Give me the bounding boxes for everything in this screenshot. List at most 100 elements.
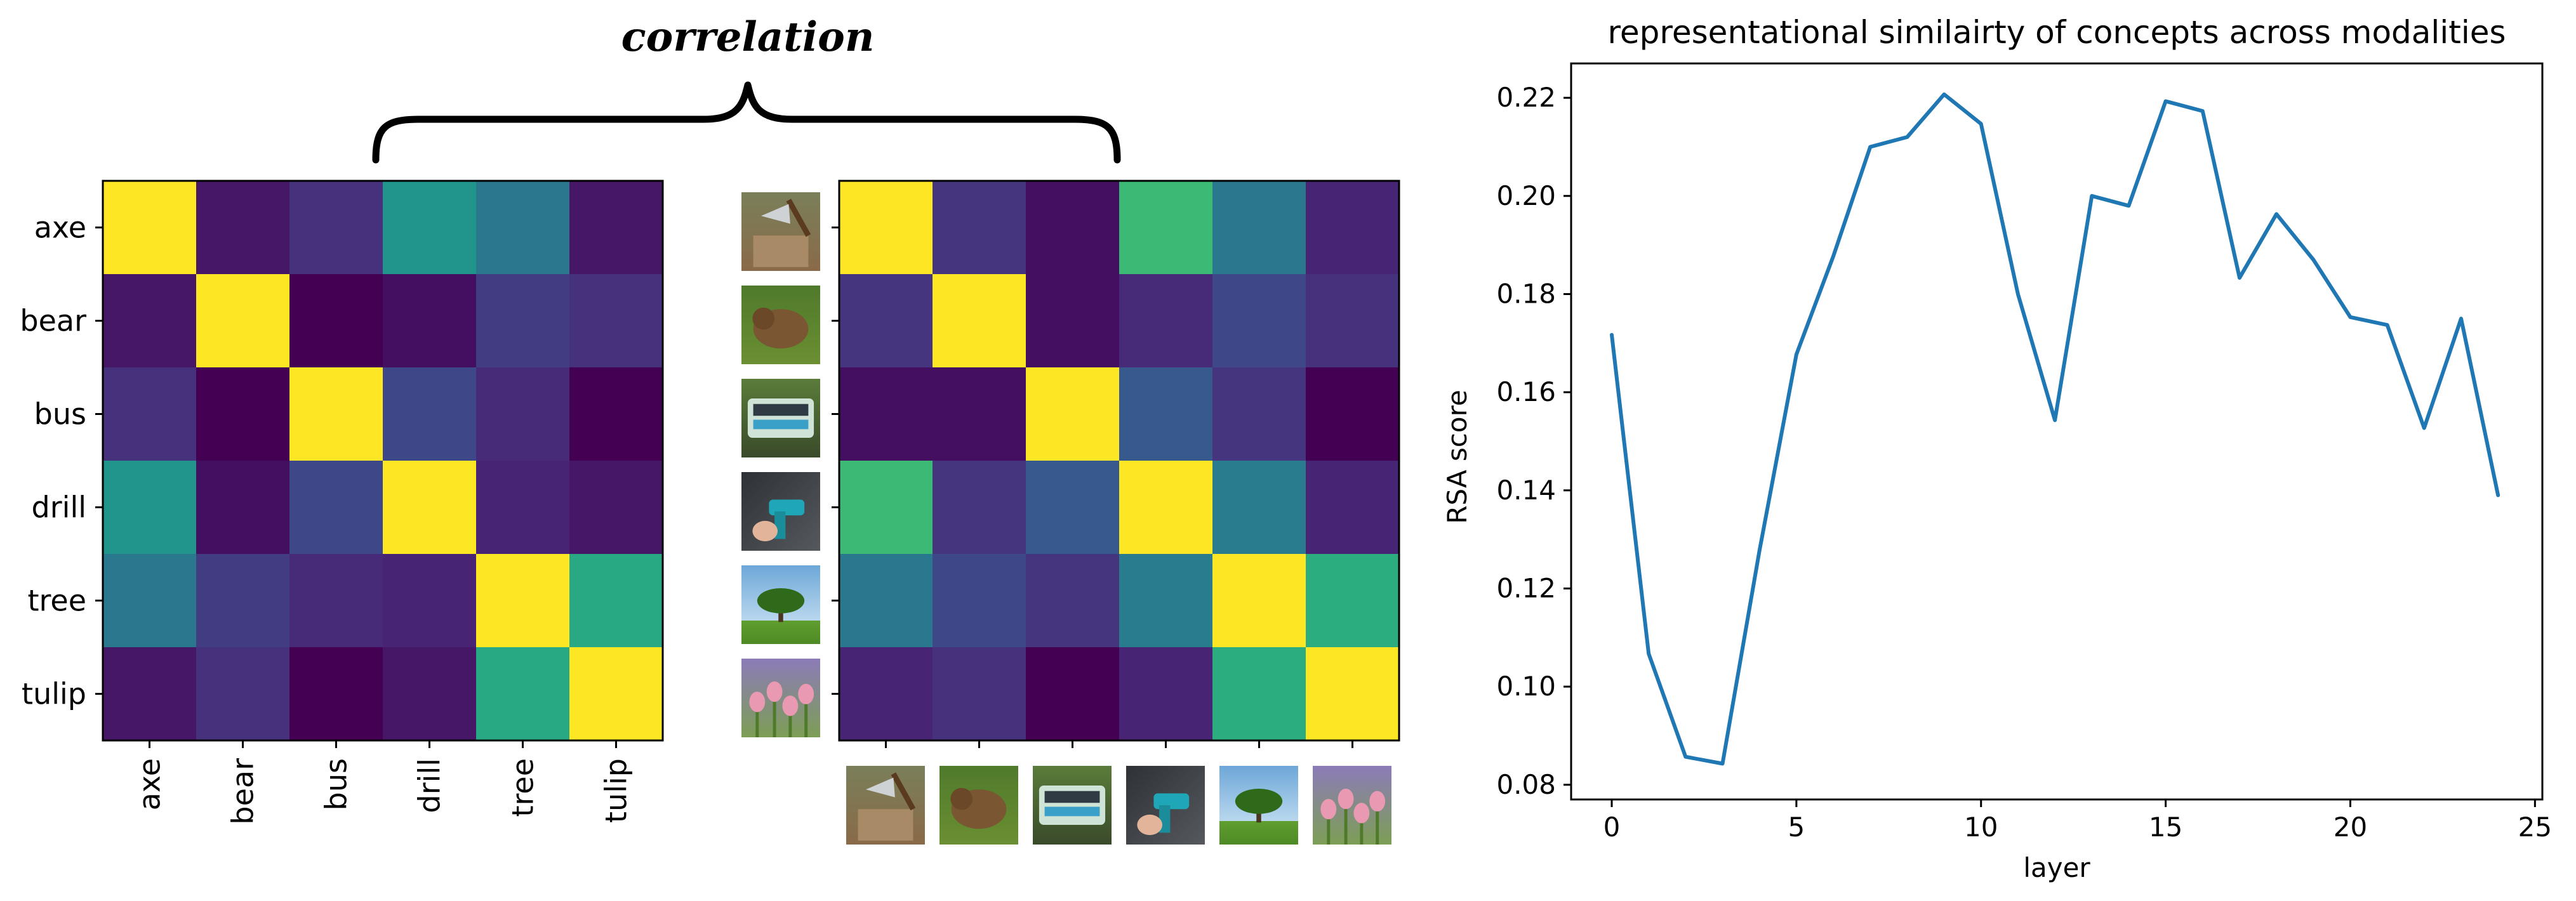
concept-heatmap-cell-tulip-tree bbox=[476, 647, 570, 741]
image-heatmap-cell-tree-bus bbox=[1026, 554, 1120, 648]
drill-photo-icon bbox=[741, 472, 820, 551]
concept-heatmap-cell-drill-tulip bbox=[569, 461, 663, 555]
line-chart-y-ticks: 0.08 0.10 0.12 0.14 0.16 0.18 0.20 0.22 bbox=[1496, 82, 1571, 800]
image-heatmap-cell-bus-bear bbox=[933, 367, 1026, 461]
concept-heatmap-cell-tree-tree bbox=[476, 554, 570, 648]
image-heatmap-cell-axe-axe bbox=[839, 181, 933, 275]
image-heatmap-cell-drill-tulip bbox=[1306, 461, 1400, 555]
rsa-score-line bbox=[1610, 92, 2500, 766]
concept-heatmap-cell-drill-bus bbox=[289, 461, 383, 555]
image-heatmap-cell-tulip-tree bbox=[1212, 647, 1306, 741]
image-heatmap-cell-tulip-tulip bbox=[1306, 647, 1400, 741]
image-heatmap-cell-tulip-bear bbox=[933, 647, 1026, 741]
y-tick-label: 0.16 bbox=[1496, 376, 1556, 407]
image-heatmap-cell-bear-tree bbox=[1212, 274, 1306, 368]
rsa-score-points bbox=[1610, 93, 2500, 766]
x-tick-label: 0 bbox=[1603, 812, 1621, 843]
row-label-bus: bus bbox=[34, 397, 86, 431]
concept-heatmap-cell-drill-axe bbox=[103, 461, 197, 555]
image-heatmap-cell-tree-tulip bbox=[1306, 554, 1400, 648]
y-tick-label: 0.10 bbox=[1496, 671, 1556, 702]
bear-photo-icon bbox=[939, 766, 1018, 845]
concept-heatmap-frame bbox=[102, 180, 664, 742]
image-heatmap-cell-drill-bus bbox=[1026, 461, 1120, 555]
line-chart-x-ticks: 0 5 10 15 20 25 bbox=[1603, 799, 2552, 843]
line-chart-title: representational similairty of concepts … bbox=[1607, 14, 2506, 51]
axe-photo-icon bbox=[846, 766, 925, 845]
image-heatmap-cell-axe-bear bbox=[933, 181, 1026, 275]
concept-heatmap-cell-bear-tree bbox=[476, 274, 570, 368]
image-heatmap-column-images bbox=[846, 766, 1391, 845]
concept-heatmap-cell-drill-tree bbox=[476, 461, 570, 555]
column-label-axe: axe bbox=[133, 758, 167, 810]
concept-heatmap-cell-axe-bus bbox=[289, 181, 383, 275]
image-heatmap-cell-bus-tulip bbox=[1306, 367, 1400, 461]
y-tick-label: 0.08 bbox=[1496, 769, 1556, 800]
drill-photo-icon bbox=[1126, 766, 1205, 845]
bus-photo-icon bbox=[1033, 766, 1112, 845]
y-tick-label: 0.20 bbox=[1496, 180, 1556, 211]
concept-heatmap-cell-axe-tree bbox=[476, 181, 570, 275]
column-label-bus: bus bbox=[319, 758, 354, 810]
image-heatmap-cell-bus-tree bbox=[1212, 367, 1306, 461]
image-heatmap-cell-axe-tulip bbox=[1306, 181, 1400, 275]
line-chart-xlabel: layer bbox=[2023, 852, 2090, 883]
x-tick-label: 15 bbox=[2149, 812, 2182, 843]
tree-photo-icon bbox=[1219, 766, 1298, 845]
image-heatmap-cell-axe-tree bbox=[1212, 181, 1306, 275]
concept-heatmap-cell-tree-drill bbox=[383, 554, 477, 648]
image-heatmap-cell-bear-bus bbox=[1026, 274, 1120, 368]
row-label-drill: drill bbox=[32, 490, 86, 525]
concept-heatmap-cell-bus-drill bbox=[383, 367, 477, 461]
concept-heatmap-cell-tulip-axe bbox=[103, 647, 197, 741]
row-label-bear: bear bbox=[20, 304, 86, 338]
correlation-brace bbox=[372, 81, 1121, 164]
concept-heatmap bbox=[95, 180, 664, 748]
concept-heatmap-cell-tulip-bear bbox=[196, 647, 290, 741]
column-label-bear: bear bbox=[226, 758, 260, 825]
row-label-axe: axe bbox=[34, 211, 86, 245]
image-heatmap-cell-axe-drill bbox=[1119, 181, 1213, 275]
concept-heatmap-cell-tree-bus bbox=[289, 554, 383, 648]
tulip-photo-icon bbox=[1313, 766, 1391, 845]
concept-heatmap-cell-bear-bear bbox=[196, 274, 290, 368]
concept-heatmap-cell-bear-drill bbox=[383, 274, 477, 368]
y-tick-label: 0.12 bbox=[1496, 572, 1556, 603]
image-heatmap-cell-bus-axe bbox=[839, 367, 933, 461]
x-tick-label: 20 bbox=[2334, 812, 2367, 843]
image-heatmap-cell-drill-bear bbox=[933, 461, 1026, 555]
concept-heatmap-cell-bus-bus bbox=[289, 367, 383, 461]
image-heatmap-cell-drill-drill bbox=[1119, 461, 1213, 555]
concept-heatmap-cell-bus-bear bbox=[196, 367, 290, 461]
concept-heatmap-cell-drill-bear bbox=[196, 461, 290, 555]
concept-heatmap-cell-tulip-drill bbox=[383, 647, 477, 741]
image-heatmap-frame bbox=[838, 180, 1400, 742]
concept-heatmap-cell-drill-drill bbox=[383, 461, 477, 555]
concept-heatmap-cell-axe-drill bbox=[383, 181, 477, 275]
x-tick-label: 5 bbox=[1788, 812, 1805, 843]
y-tick-label: 0.22 bbox=[1496, 82, 1556, 113]
image-heatmap-cell-bus-bus bbox=[1026, 367, 1120, 461]
concept-heatmap-cell-bus-tulip bbox=[569, 367, 663, 461]
concept-heatmap-cell-tree-bear bbox=[196, 554, 290, 648]
image-heatmap-cell-tree-drill bbox=[1119, 554, 1213, 648]
image-heatmap-cell-tulip-drill bbox=[1119, 647, 1213, 741]
image-heatmap-cell-drill-axe bbox=[839, 461, 933, 555]
concept-heatmap-cell-bus-tree bbox=[476, 367, 570, 461]
image-heatmap-cell-bear-drill bbox=[1119, 274, 1213, 368]
concept-heatmap-cell-axe-tulip bbox=[569, 181, 663, 275]
image-heatmap-cell-axe-bus bbox=[1026, 181, 1120, 275]
row-label-tulip: tulip bbox=[22, 677, 86, 711]
line-chart-frame bbox=[1570, 62, 2544, 801]
column-label-tulip: tulip bbox=[599, 758, 634, 823]
y-tick-label: 0.18 bbox=[1496, 278, 1556, 309]
brace-label: correlation bbox=[621, 13, 875, 61]
y-tick-label: 0.14 bbox=[1496, 475, 1556, 506]
concept-heatmap-cell-axe-bear bbox=[196, 181, 290, 275]
row-label-tree: tree bbox=[27, 584, 86, 618]
image-heatmap bbox=[832, 180, 1400, 748]
line-chart-axes bbox=[1570, 62, 2544, 801]
image-heatmap-cell-tulip-bus bbox=[1026, 647, 1120, 741]
concept-heatmap-cell-bear-axe bbox=[103, 274, 197, 368]
